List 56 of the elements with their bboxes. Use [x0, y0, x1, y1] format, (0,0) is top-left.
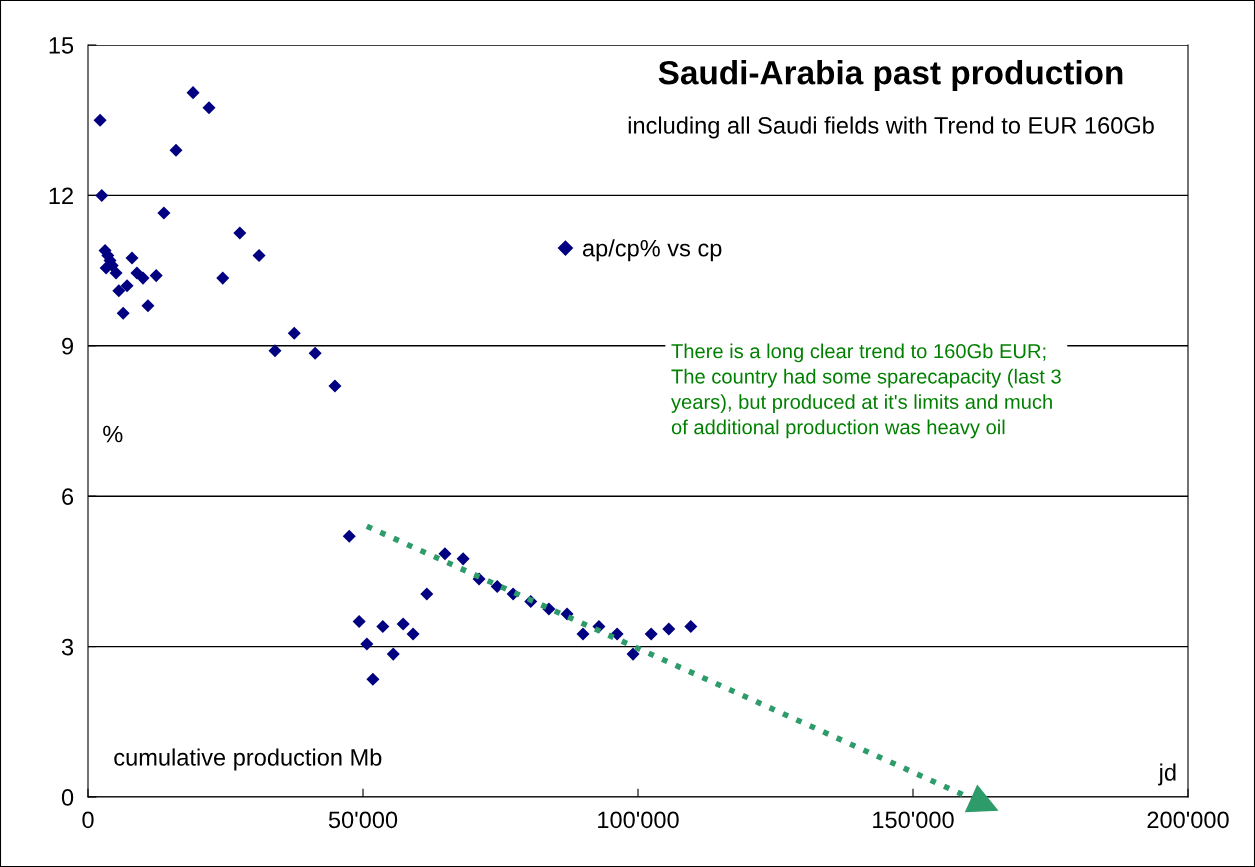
point [342, 529, 356, 543]
point [360, 637, 374, 651]
point [396, 617, 410, 631]
point [626, 647, 640, 661]
x-tick-label: 100'000 [598, 811, 679, 829]
point [136, 271, 150, 285]
x-tick-label: 0 [82, 811, 94, 829]
point [93, 113, 107, 127]
point [684, 620, 698, 634]
point [308, 346, 322, 360]
y-tick-label: 3 [61, 638, 74, 656]
point [95, 188, 109, 202]
y-tick-label: 6 [62, 488, 74, 505]
point [141, 299, 155, 313]
point [149, 269, 163, 283]
point [216, 271, 230, 285]
point [386, 647, 400, 661]
point [120, 279, 134, 293]
point [438, 547, 452, 561]
y-axis-title: % [103, 425, 123, 443]
chart-title: Saudi-Arabia past production [658, 60, 1123, 92]
point [420, 587, 434, 601]
point [186, 86, 200, 100]
text: including all Saudi fields with Trend to EUR 160Gb [628, 116, 1154, 139]
legend-label: ap/cp% vs cp [582, 239, 722, 262]
point [99, 261, 113, 275]
point [202, 101, 216, 115]
point [116, 306, 130, 320]
point [376, 620, 390, 634]
point [287, 326, 301, 340]
y-tick-label: 0 [61, 789, 74, 806]
point [366, 672, 380, 686]
annotation: There is a long clear trend to 160Gb EUR; The country had some sparecapacity (last 3 years), but produced at it's limits and much of additional production was heavy oil [671, 343, 1061, 439]
point [112, 284, 126, 298]
point [456, 552, 470, 566]
point [125, 251, 139, 265]
x-tick-label: 50'000 [328, 811, 398, 829]
y-tick-label: 9 [62, 337, 73, 355]
point [576, 627, 590, 641]
annotation: jd [1158, 763, 1176, 786]
point [662, 622, 676, 636]
point [109, 266, 123, 280]
point [157, 206, 171, 220]
point [268, 344, 282, 358]
point [252, 249, 266, 263]
point [406, 627, 420, 641]
point [233, 226, 247, 240]
x-tick-label: 150'000 [873, 811, 954, 829]
point [644, 627, 658, 641]
x-axis-title: cumulative production Mb [114, 748, 382, 771]
point [328, 379, 342, 393]
point [169, 143, 183, 157]
x-tick-label: 200'000 [1147, 811, 1229, 829]
y-tick-label: 15 [49, 37, 74, 54]
point [352, 615, 366, 629]
y-tick-label: 12 [49, 187, 73, 204]
